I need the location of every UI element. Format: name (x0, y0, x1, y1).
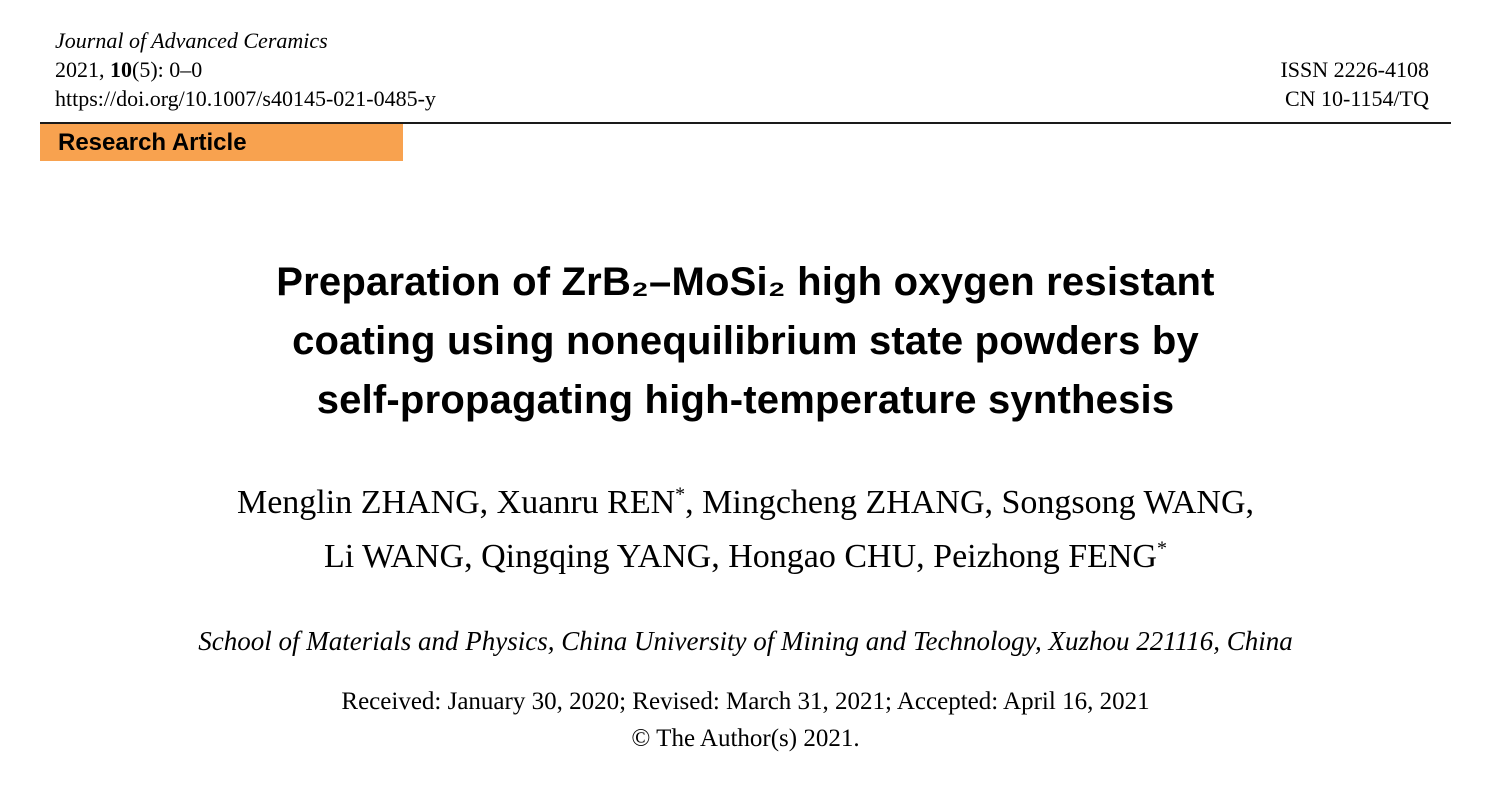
volume-number: 10 (110, 57, 132, 82)
affiliation: School of Materials and Physics, China U… (198, 626, 1293, 656)
author-line-1: Menglin ZHANG, Xuanru REN*, Mingcheng ZH… (0, 476, 1491, 530)
received-revised-accepted-line: Received: January 30, 2020; Revised: Mar… (341, 688, 1150, 715)
author-line-2: Li WANG, Qingqing YANG, Hongao CHU, Peiz… (0, 530, 1491, 584)
title-line-1: Preparation of ZrB₂–MoSi₂ high oxygen re… (276, 260, 1215, 304)
journal-name: Journal of Advanced Ceramics (55, 28, 328, 53)
authors-segment: Menglin ZHANG, Xuanru REN (236, 484, 676, 521)
volume-year: 2021, (55, 57, 110, 82)
corresponding-author-mark: * (1156, 537, 1167, 560)
issn-number: ISSN 2226-4108 (1280, 57, 1429, 82)
masthead-left: Journal of Advanced Ceramics 2021, 10(5)… (55, 26, 436, 113)
journal-masthead: Journal of Advanced Ceramics 2021, 10(5)… (0, 0, 1491, 113)
authors-segment: Li WANG, Qingqing YANG, Hongao CHU, Peiz… (324, 538, 1157, 575)
author-list: Menglin ZHANG, Xuanru REN*, Mingcheng ZH… (0, 476, 1491, 584)
article-title: Preparation of ZrB₂–MoSi₂ high oxygen re… (0, 253, 1491, 430)
doi-link[interactable]: https://doi.org/10.1007/s40145-021-0485-… (55, 86, 436, 111)
header-rule (40, 122, 1451, 124)
research-article-badge: Research Article (40, 124, 403, 161)
title-line-3: self-propagating high-temperature synthe… (316, 378, 1175, 422)
cn-number: CN 10-1154/TQ (1284, 86, 1429, 111)
issue-pages: (5): 0–0 (132, 57, 203, 82)
corresponding-author-mark: * (675, 483, 686, 506)
title-line-2: coating using nonequilibrium state powde… (292, 319, 1199, 363)
copyright-line: © The Author(s) 2021. (631, 725, 860, 752)
journal-volume-line: 2021, 10(5): 0–0 (55, 55, 436, 84)
authors-segment: , Mingcheng ZHANG, Songsong WANG, (685, 484, 1255, 521)
masthead-right: ISSN 2226-4108 CN 10-1154/TQ (1280, 26, 1429, 113)
